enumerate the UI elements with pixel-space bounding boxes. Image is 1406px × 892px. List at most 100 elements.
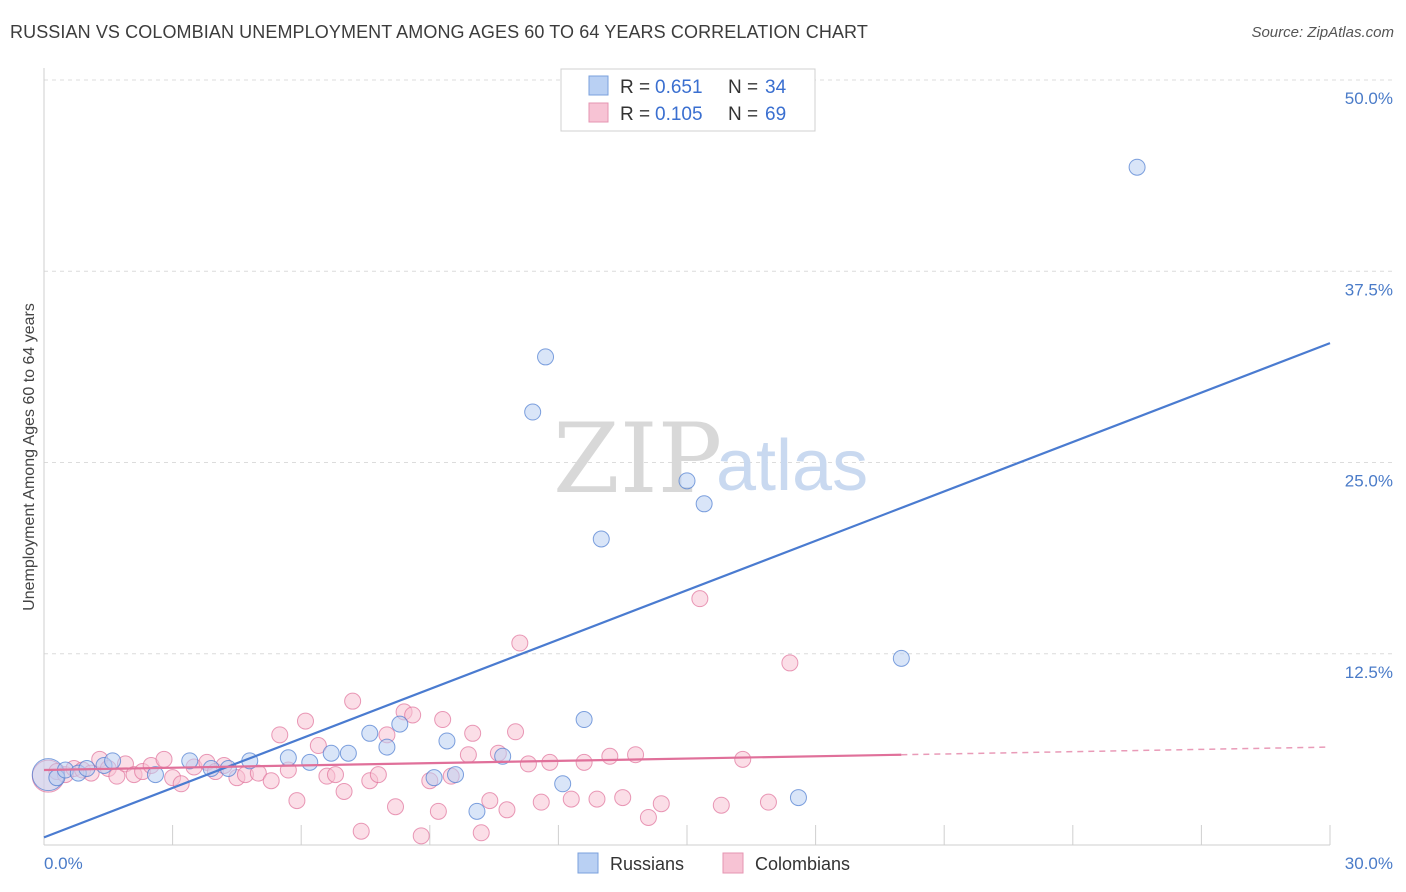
russian-point: [146, 766, 164, 784]
bottom-legend-colombians-label: Colombians: [755, 854, 850, 874]
colombian-point: [691, 590, 709, 608]
legend-colombians-r-value: 0.105: [655, 104, 703, 125]
colombian-point: [335, 782, 353, 800]
russian-point: [181, 752, 199, 770]
russian-point: [104, 752, 122, 770]
russian-point: [537, 348, 555, 366]
colombian-point: [262, 772, 280, 790]
grid-lines: [44, 79, 1392, 655]
bottom-legend-colombians-swatch: [722, 852, 744, 874]
russian-point: [322, 744, 340, 762]
colombian-point: [429, 802, 447, 820]
colombian-point: [271, 726, 289, 744]
colombian-point: [459, 746, 477, 764]
legend-russians-n-value: 34: [765, 77, 787, 98]
russian-point: [789, 789, 807, 807]
x-tick-label-min: 0.0%: [44, 854, 83, 873]
y-tick-label: 12.5%: [1345, 663, 1393, 682]
colombian-point: [481, 792, 499, 810]
colombian-point: [639, 808, 657, 826]
colombian-point: [575, 753, 593, 771]
watermark-zip: ZIP: [553, 403, 722, 515]
bottom-legend-russians-label: Russians: [610, 854, 684, 874]
colombian-point: [759, 793, 777, 811]
legend-colombians-n-label: N =: [728, 104, 758, 125]
colombian-point: [519, 755, 537, 773]
russian-point: [391, 715, 409, 733]
colombian-point: [352, 822, 370, 840]
legend-colombians-swatch: [588, 102, 609, 123]
bottom-legend: Russians Colombians: [577, 852, 850, 874]
colombian-point: [532, 793, 550, 811]
y-tick-label: 37.5%: [1345, 280, 1393, 299]
y-axis-label: Unemployment Among Ages 60 to 64 years: [21, 303, 38, 611]
colombians-trend-extension: [901, 746, 1331, 756]
colombian-point: [344, 692, 362, 710]
russian-point: [892, 649, 910, 667]
x-tick-label-max: 30.0%: [1345, 854, 1393, 873]
colombian-point: [309, 737, 327, 755]
colombian-point: [541, 753, 559, 771]
legend-russians-n-label: N =: [728, 77, 758, 98]
colombian-point: [507, 723, 525, 741]
colombian-point: [155, 750, 173, 768]
colombians-trend-line: [43, 753, 902, 772]
russian-point: [438, 732, 456, 750]
colombian-point: [288, 792, 306, 810]
russian-point: [447, 766, 465, 784]
source-label: Source: ZipAtlas.com: [1251, 24, 1394, 41]
russian-point: [592, 530, 610, 548]
y-tick-labels: 12.5% 25.0% 37.5% 50.0%: [1345, 89, 1393, 682]
russian-point: [1128, 158, 1146, 176]
colombian-point: [498, 801, 516, 819]
bottom-legend-russians-swatch: [577, 852, 599, 874]
colombian-point: [562, 790, 580, 808]
colombian-point: [412, 827, 430, 845]
russian-point: [339, 744, 357, 762]
russian-point: [279, 749, 297, 767]
legend-russians-swatch: [588, 75, 609, 96]
russian-point: [575, 711, 593, 729]
legend-colombians-r-label: R =: [620, 104, 650, 125]
watermark-atlas: atlas: [716, 426, 868, 506]
russians-trend-line: [43, 342, 1331, 839]
russian-point: [301, 753, 319, 771]
axes: [43, 68, 1331, 846]
colombian-point: [464, 724, 482, 742]
colombian-point: [781, 654, 799, 672]
colombian-point: [712, 796, 730, 814]
russian-point: [695, 495, 713, 513]
colombian-point: [404, 706, 422, 724]
legend-russians-r-value: 0.651: [655, 77, 703, 98]
russian-point: [378, 738, 396, 756]
legend: R = 0.651 N = 34 R = 0.105 N = 69: [560, 68, 816, 132]
colombian-point: [296, 712, 314, 730]
russian-point: [468, 802, 486, 820]
colombian-point: [434, 711, 452, 729]
colombian-point: [369, 766, 387, 784]
russian-point: [524, 403, 542, 421]
watermark: ZIP atlas: [553, 403, 868, 515]
colombian-point: [614, 789, 632, 807]
colombian-point: [387, 798, 405, 816]
trend-lines: [43, 342, 1331, 839]
colombian-point: [326, 766, 344, 784]
colombian-point: [249, 764, 267, 782]
legend-colombians-n-value: 69: [765, 104, 786, 125]
russian-point: [554, 775, 572, 793]
legend-russians-r-label: R =: [620, 77, 650, 98]
colombian-point: [601, 747, 619, 765]
colombian-point: [511, 634, 529, 652]
colombian-point: [652, 795, 670, 813]
russian-point: [494, 747, 512, 765]
chart-title: RUSSIAN VS COLOMBIAN UNEMPLOYMENT AMONG …: [10, 22, 868, 42]
russian-point: [361, 724, 379, 742]
colombian-point: [588, 790, 606, 808]
y-tick-label: 50.0%: [1345, 89, 1393, 108]
colombian-point: [472, 824, 490, 842]
colombians-points: [31, 590, 799, 845]
russians-points: [31, 158, 1146, 820]
y-tick-label: 25.0%: [1345, 472, 1393, 491]
colombian-point: [734, 750, 752, 768]
